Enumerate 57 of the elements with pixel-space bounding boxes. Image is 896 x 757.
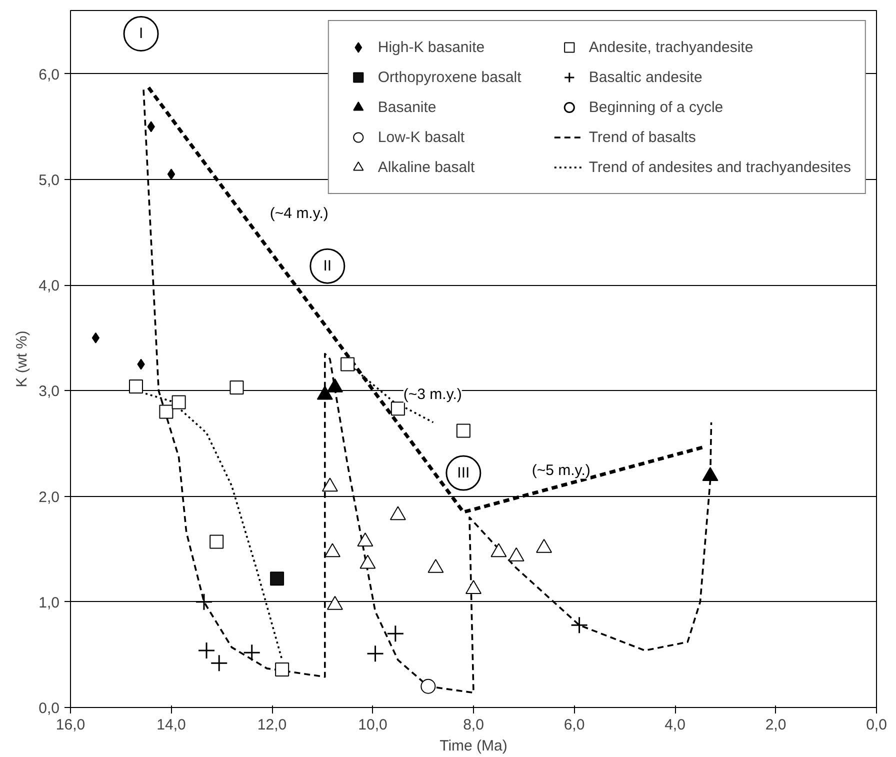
x-tick-label: 6,0 <box>564 716 585 734</box>
point <box>570 616 588 634</box>
x-tick-label: 0,0 <box>866 716 887 734</box>
annotation: (~3 m.y.) <box>403 386 462 403</box>
point <box>390 402 405 416</box>
y-tick-label: 2,0 <box>38 488 60 506</box>
legend-label: Basaltic andesite <box>588 68 704 86</box>
point <box>172 395 186 410</box>
point <box>420 678 436 694</box>
point <box>230 380 244 395</box>
y-axis-title: K (wt %) <box>14 330 31 388</box>
point <box>270 572 284 586</box>
legend-label: Orthopyroxene basalt <box>378 68 522 86</box>
y-tick-label: 4,0 <box>38 278 60 295</box>
point <box>195 593 213 611</box>
point <box>386 624 404 642</box>
x-tick-label: 8,0 <box>463 716 484 734</box>
x-axis-title: Time (Ma) <box>440 738 508 754</box>
legend-label: Beginning of a cycle <box>588 98 724 116</box>
point <box>167 168 176 180</box>
y-tick-label: 1,0 <box>38 594 60 612</box>
annotation: I <box>138 25 144 42</box>
annotation: III <box>457 464 470 482</box>
legend-label: Trend of basalts <box>588 128 697 146</box>
point <box>366 644 384 662</box>
annotation: (~5 m.y.) <box>532 462 590 479</box>
point <box>198 642 216 660</box>
point <box>446 455 482 491</box>
annotation: II <box>323 258 332 275</box>
point <box>275 662 290 676</box>
legend-label: Alkaline basalt <box>378 158 476 176</box>
point <box>128 379 143 394</box>
x-tick-label: 12,0 <box>257 716 287 734</box>
point <box>310 248 346 284</box>
y-tick-label: 5,0 <box>38 172 60 189</box>
legend-label: Andesite, trachyandesite <box>588 38 754 56</box>
point <box>92 332 100 344</box>
point <box>159 404 174 419</box>
x-tick-label: 16,0 <box>56 716 86 734</box>
point <box>456 424 470 438</box>
y-tick-label: 0,0 <box>38 700 60 717</box>
point <box>243 644 261 662</box>
legend-label: Basanite <box>378 98 438 116</box>
x-tick-label: 14,0 <box>156 716 186 734</box>
point <box>123 16 159 52</box>
point <box>340 357 355 372</box>
x-tick-label: 4,0 <box>664 716 686 734</box>
x-tick-label: 2,0 <box>765 716 786 734</box>
y-tick-label: 6,0 <box>38 66 60 84</box>
point <box>210 654 228 672</box>
legend-label: Trend of andesites and trachyandesites <box>588 158 851 176</box>
point <box>210 534 224 549</box>
annotation: (~4 m.y.) <box>270 205 328 222</box>
legend-label: High-K basanite <box>378 38 486 56</box>
y-tick-label: 3,0 <box>38 383 60 400</box>
legend-label: Low-K basalt <box>378 128 466 146</box>
x-tick-label: 10,0 <box>358 716 388 734</box>
